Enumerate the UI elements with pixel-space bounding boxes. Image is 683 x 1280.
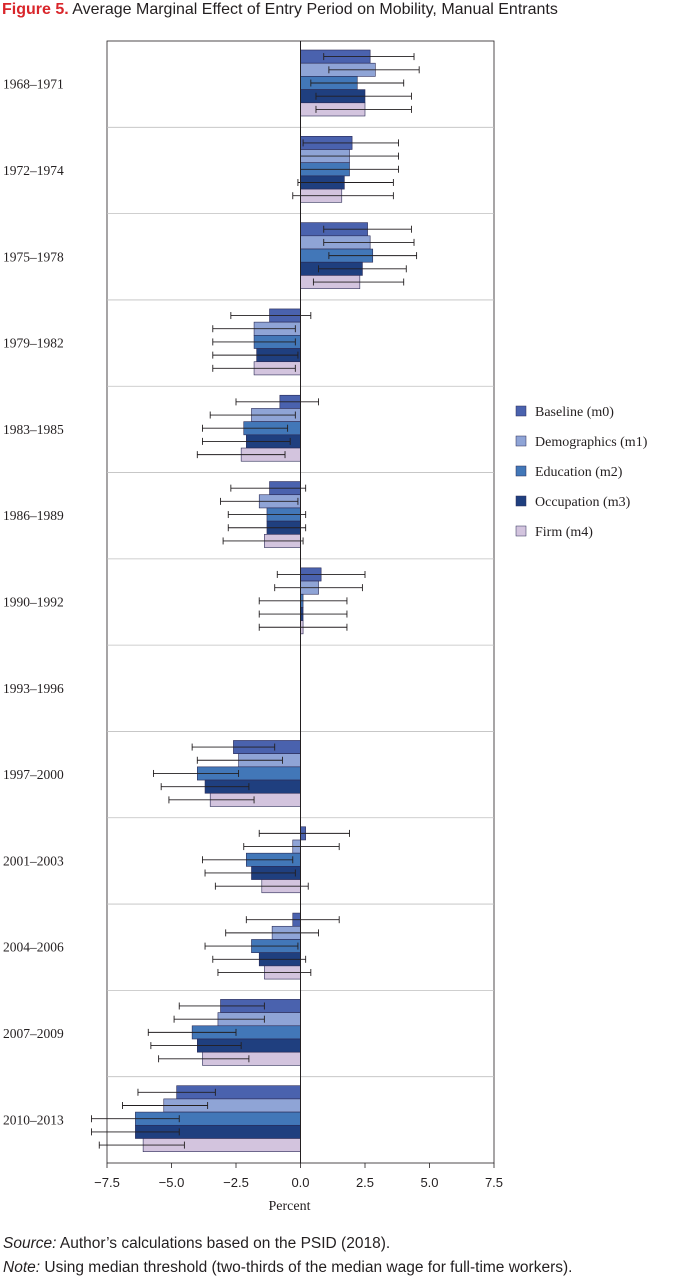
legend-swatch	[515, 525, 527, 537]
legend-swatch	[515, 405, 527, 417]
bar-chart: 1968–1971 1972–1974 1975–1978 1979–1982 1983…	[3, 40, 648, 1214]
footnote: Note: Using median threshold (two-thirds…	[3, 1259, 572, 1277]
figure-title: Figure 5. Average Marginal Effect of Ent…	[2, 0, 681, 20]
category-label: 1975–1978	[3, 249, 64, 264]
category-label: 1997–2000	[3, 767, 64, 782]
category-label: 2007–2009	[3, 1026, 64, 1041]
figure-label: Figure 5.	[2, 1, 69, 18]
category-label: 2001–2003	[3, 853, 64, 868]
legend-label: Firm (m4)	[535, 525, 593, 540]
x-tick-label: 0.0	[291, 1175, 309, 1190]
note-label: Note:	[3, 1259, 41, 1276]
x-tick-label: −5.0	[159, 1175, 185, 1190]
source-label: Source:	[3, 1235, 57, 1252]
source-note: Source: Author’s calculations based on t…	[3, 1235, 390, 1253]
figure-title-text: Average Marginal Effect of Entry Period …	[72, 1, 558, 18]
legend-label: Demographics (m1)	[535, 435, 648, 450]
x-tick-label: 7.5	[485, 1175, 503, 1190]
legend-swatch	[515, 465, 527, 477]
category-label: 1993–1996	[3, 681, 64, 696]
category-label: 1983–1985	[3, 422, 64, 437]
legend-swatch	[515, 495, 527, 507]
legend-label: Occupation (m3)	[535, 495, 631, 510]
category-label: 1986–1989	[3, 508, 64, 523]
category-label: 2010–2013	[3, 1112, 64, 1127]
note-text: Using median threshold (two-thirds of th…	[44, 1259, 573, 1276]
category-label: 1972–1974	[3, 163, 64, 178]
legend-label: Education (m2)	[535, 465, 623, 480]
category-label: 1979–1982	[3, 336, 64, 351]
x-tick-label: 2.5	[356, 1175, 374, 1190]
category-label: 1968–1971	[3, 77, 64, 92]
category-label: 1990–1992	[3, 595, 64, 610]
x-tick-label: −7.5	[94, 1175, 120, 1190]
x-axis-title: Percent	[269, 1199, 311, 1214]
source-text: Author’s calculations based on the PSID …	[59, 1235, 391, 1252]
legend-label: Baseline (m0)	[535, 405, 614, 420]
category-label: 2004–2006	[3, 940, 64, 955]
x-tick-label: −2.5	[223, 1175, 249, 1190]
legend-swatch	[515, 435, 527, 447]
x-tick-label: 5.0	[420, 1175, 438, 1190]
